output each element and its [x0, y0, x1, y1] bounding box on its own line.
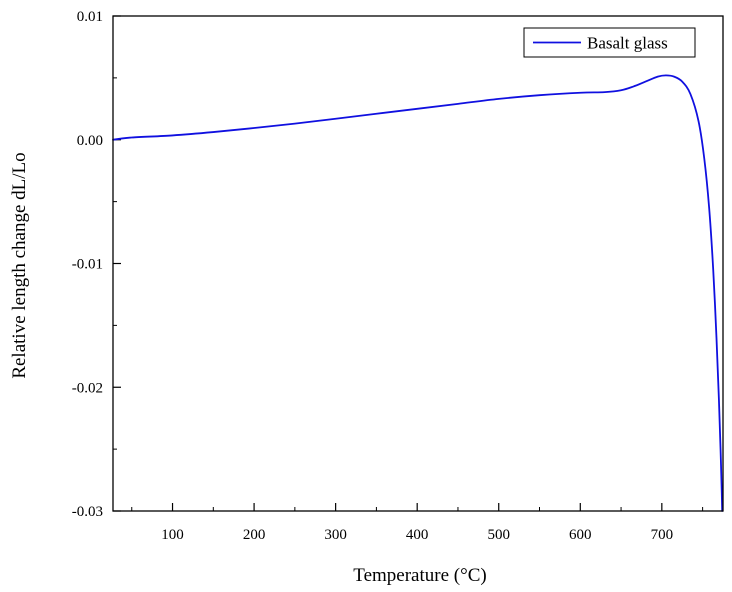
y-axis-title: Relative length change dL/Lo — [9, 152, 30, 378]
y-tick-label-1: 0.00 — [77, 133, 103, 149]
x-tick-label-500: 500 — [487, 527, 510, 543]
y-tick-label-3: -0.02 — [72, 380, 103, 396]
y-axis-ticks: 0.01 0.00 -0.01 -0.02 -0.03 — [72, 9, 121, 520]
plot-area-frame — [112, 15, 724, 512]
legend-label-basalt-glass: Basalt glass — [587, 34, 668, 53]
x-axis-ticks: 100 200 300 400 500 600 700 — [131, 503, 704, 543]
legend: Basalt glass — [523, 27, 696, 58]
x-axis-title: Temperature (°C) — [353, 565, 486, 586]
x-tick-label-100: 100 — [161, 527, 184, 543]
x-tick-label-700: 700 — [651, 527, 674, 543]
series-line-basalt-glass — [112, 74, 724, 512]
x-tick-label-200: 200 — [243, 527, 266, 543]
y-tick-label-4: -0.03 — [72, 504, 103, 520]
x-tick-label-600: 600 — [569, 527, 592, 543]
x-tick-label-300: 300 — [324, 527, 347, 543]
y-tick-label-0: 0.01 — [77, 9, 103, 25]
x-tick-label-400: 400 — [406, 527, 429, 543]
series-layer — [112, 74, 724, 512]
y-tick-label-2: -0.01 — [72, 257, 103, 273]
